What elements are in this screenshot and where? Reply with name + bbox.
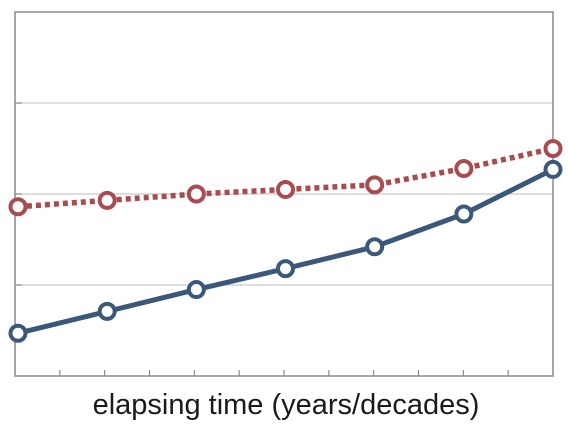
series-1-point	[276, 179, 295, 199]
series-2-point	[543, 159, 563, 179]
series-1-point	[8, 197, 28, 217]
series-1-point	[454, 159, 474, 179]
series-2-point	[8, 323, 28, 343]
series-1-point	[97, 190, 117, 210]
series-2-point	[186, 280, 206, 300]
series-2-point	[454, 204, 474, 224]
series-markers	[8, 139, 563, 343]
series-1-point	[543, 139, 563, 158]
series-1-point	[186, 184, 206, 204]
series-2-point	[97, 301, 117, 321]
x-axis-label: elapsing time (years/decades)	[93, 389, 480, 421]
axis-ticks	[15, 102, 509, 376]
series-1-point	[365, 175, 385, 195]
series-2-point	[276, 259, 295, 279]
series-2-point	[365, 237, 385, 257]
series-lines	[17, 145, 555, 336]
